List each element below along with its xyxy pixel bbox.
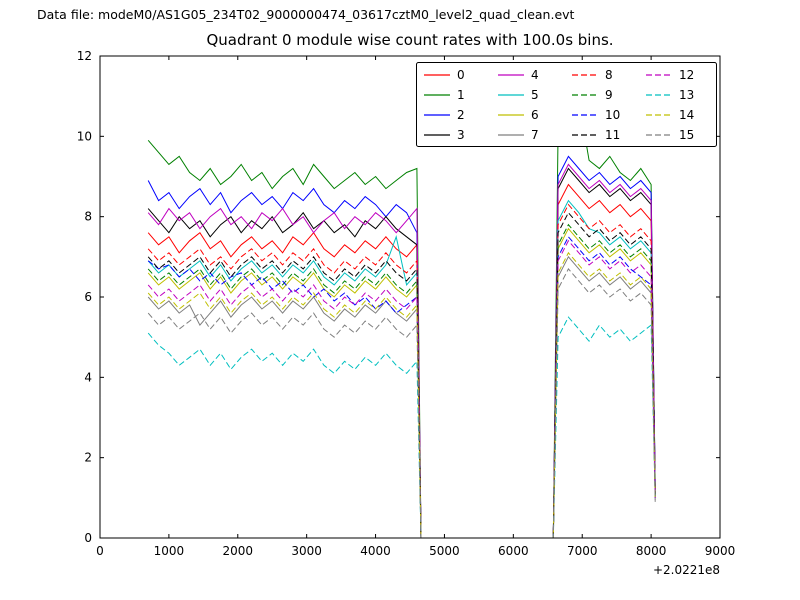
series-line-11 xyxy=(147,211,656,539)
series-line-8 xyxy=(147,203,656,539)
series-line-1 xyxy=(147,95,656,539)
series-line-0 xyxy=(147,183,656,539)
legend-label-8: 8 xyxy=(605,68,613,82)
series-line-3 xyxy=(147,167,656,539)
y-tick-label: 0 xyxy=(84,531,92,545)
legend-label-7: 7 xyxy=(531,128,539,142)
series-line-13 xyxy=(147,316,656,539)
x-tick-label: 9000 xyxy=(705,544,736,558)
y-tick-label: 6 xyxy=(84,290,92,304)
x-tick-label: 5000 xyxy=(429,544,460,558)
x-tick-label: 4000 xyxy=(360,544,391,558)
series-line-10 xyxy=(147,235,656,539)
series-line-15 xyxy=(147,268,656,539)
x-tick-label: 2000 xyxy=(223,544,254,558)
legend-box xyxy=(416,62,717,147)
x-tick-label: 6000 xyxy=(498,544,529,558)
y-tick-label: 10 xyxy=(77,129,92,143)
series-line-5 xyxy=(147,199,656,539)
legend-label-14: 14 xyxy=(679,108,694,122)
x-tick-label: 8000 xyxy=(636,544,667,558)
series-line-7 xyxy=(147,255,656,539)
legend-label-1: 1 xyxy=(457,88,465,102)
x-tick-label: 1000 xyxy=(154,544,185,558)
series-line-2 xyxy=(147,155,656,539)
x-tick-label: 7000 xyxy=(567,544,598,558)
x-offset-label: +2.0221e8 xyxy=(653,563,720,577)
series-line-14 xyxy=(147,251,656,539)
legend-label-6: 6 xyxy=(531,108,539,122)
legend-label-12: 12 xyxy=(679,68,694,82)
legend-label-10: 10 xyxy=(605,108,620,122)
y-tick-label: 8 xyxy=(84,210,92,224)
x-tick-label: 3000 xyxy=(291,544,322,558)
x-tick-label: 0 xyxy=(96,544,104,558)
y-tick-label: 12 xyxy=(77,49,92,63)
legend-label-4: 4 xyxy=(531,68,539,82)
series-line-12 xyxy=(147,239,656,539)
datafile-label: Data file: modeM0/AS1G05_234T02_90000004… xyxy=(37,7,575,22)
series-line-9 xyxy=(147,223,656,539)
series-line-6 xyxy=(147,227,656,539)
legend-label-11: 11 xyxy=(605,128,620,142)
y-tick-label: 4 xyxy=(84,370,92,384)
series-line-4 xyxy=(147,163,656,539)
legend-label-9: 9 xyxy=(605,88,613,102)
legend-label-5: 5 xyxy=(531,88,539,102)
legend-label-2: 2 xyxy=(457,108,465,122)
legend-label-13: 13 xyxy=(679,88,694,102)
legend-label-3: 3 xyxy=(457,128,465,142)
legend-label-0: 0 xyxy=(457,68,465,82)
chart-title: Quadrant 0 module wise count rates with … xyxy=(206,31,614,49)
y-tick-label: 2 xyxy=(84,451,92,465)
legend-label-15: 15 xyxy=(679,128,694,142)
